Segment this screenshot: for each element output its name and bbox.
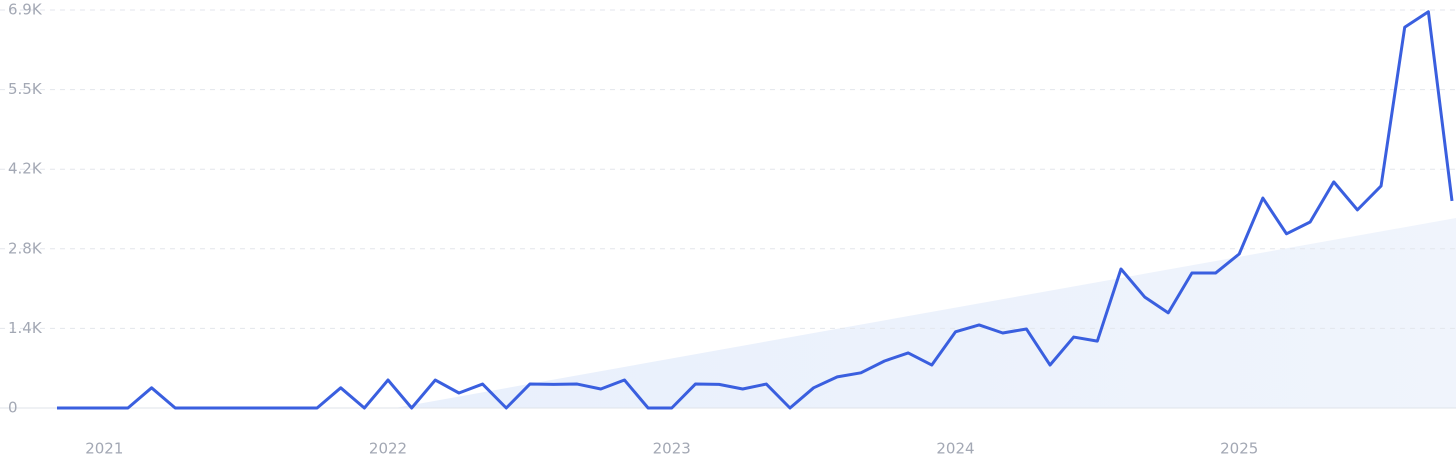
line [57, 10, 1454, 410]
x-tick-label: 2023 [653, 440, 691, 458]
x-tick-label: 2022 [369, 440, 407, 458]
y-tick-label: 6.9K [8, 1, 43, 19]
y-tick-label: 0 [8, 399, 18, 417]
y-tick-label: 5.5K [8, 80, 43, 98]
y-tick-label: 2.8K [8, 239, 43, 257]
y-tick-label: 4.2K [8, 160, 43, 178]
x-tick-label: 2021 [85, 440, 123, 458]
x-tick-label: 2025 [1220, 440, 1258, 458]
x-tick-label: 2024 [936, 440, 974, 458]
y-tick-label: 1.4K [8, 319, 43, 337]
trend-area [395, 218, 1456, 408]
